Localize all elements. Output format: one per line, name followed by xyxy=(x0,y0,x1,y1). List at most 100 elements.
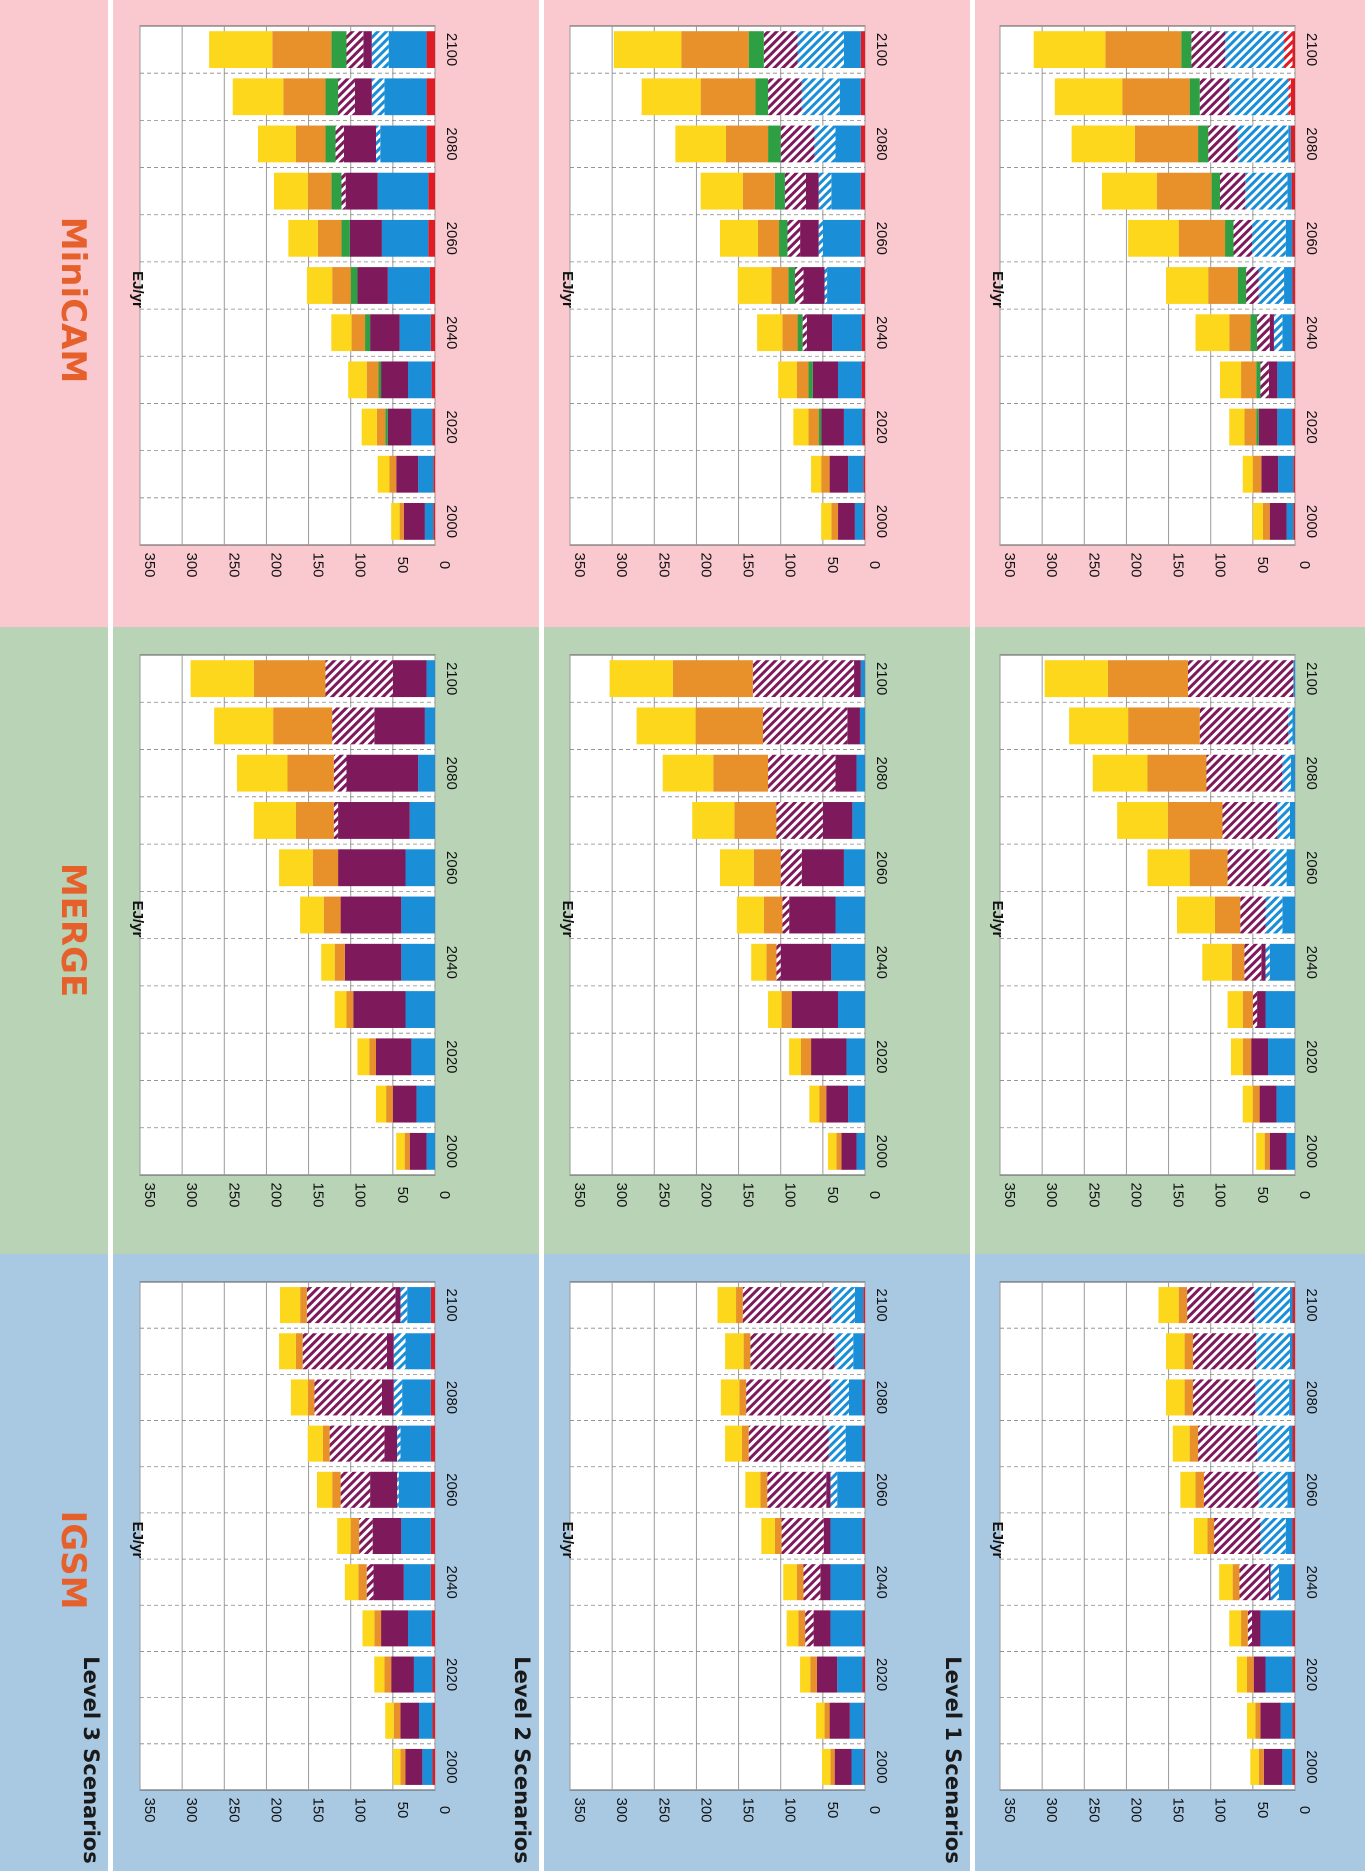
bar-segment xyxy=(401,943,435,981)
bar-segment xyxy=(847,707,860,745)
value-tick-label: 0 xyxy=(866,561,883,569)
bar-segment xyxy=(801,849,844,887)
level-label-l1: Level 1 Scenarios xyxy=(941,1656,965,1863)
bar-segment xyxy=(1244,943,1262,981)
bar-segment xyxy=(1222,802,1278,839)
value-tick-label: 0 xyxy=(1296,561,1313,569)
bar-segment xyxy=(1284,267,1293,304)
bar-segment xyxy=(1258,1471,1288,1508)
bar-segment xyxy=(1287,172,1292,210)
bar-segment xyxy=(401,1517,431,1555)
bar-segment xyxy=(1292,361,1295,399)
bar-segment xyxy=(1252,991,1258,1028)
level-divider xyxy=(539,0,544,1871)
bar-segment xyxy=(848,1085,865,1123)
bar-segment xyxy=(272,31,332,68)
bar-segment xyxy=(813,1610,831,1647)
bar-segment xyxy=(331,172,342,210)
bar-segment xyxy=(409,1132,427,1170)
bar-segment xyxy=(1260,361,1269,399)
value-tick-label: 200 xyxy=(1127,1797,1144,1822)
bar-segment xyxy=(768,991,782,1028)
bar-segment xyxy=(742,1287,832,1324)
bar-segment xyxy=(1254,1287,1290,1324)
bar-segment xyxy=(1167,802,1223,839)
bar-segment xyxy=(681,31,749,68)
category-tick-label: 2080 xyxy=(873,1381,890,1414)
bar-segment xyxy=(802,314,807,352)
bar-segment xyxy=(1232,1564,1240,1601)
bar-segment xyxy=(1242,455,1253,493)
bar-segment xyxy=(1282,314,1293,352)
bar-segment xyxy=(426,31,435,68)
bar-segment xyxy=(776,943,781,981)
bar-segment xyxy=(426,125,435,163)
bar-segment xyxy=(314,1379,382,1416)
bar-segment xyxy=(800,219,819,257)
bar-segment xyxy=(863,1287,865,1324)
bar-segment xyxy=(1265,896,1283,934)
bar-segment xyxy=(780,943,832,981)
bar-segment xyxy=(317,219,342,257)
bar-segment xyxy=(393,1333,406,1370)
bar-segment xyxy=(279,849,313,887)
bar-segment xyxy=(811,455,822,493)
bar-segment xyxy=(348,361,367,399)
bar-segment xyxy=(736,896,764,934)
bar-segment xyxy=(403,503,425,540)
bar-segment xyxy=(863,1748,865,1785)
bar-segment xyxy=(795,267,804,304)
category-tick-label: 2040 xyxy=(873,316,890,349)
value-tick-label: 350 xyxy=(571,1182,588,1207)
bar-segment xyxy=(1257,314,1270,352)
bar-segment xyxy=(1270,1564,1279,1601)
value-tick-label: 50 xyxy=(1254,1187,1271,1204)
category-tick-label: 2020 xyxy=(443,1040,460,1073)
category-tick-label: 2000 xyxy=(873,1135,890,1168)
bar-segment xyxy=(854,1287,864,1324)
bar-segment xyxy=(1158,1287,1179,1324)
bar-segment xyxy=(430,1471,435,1508)
bar-segment xyxy=(1282,754,1291,792)
bar-segment xyxy=(381,1610,409,1647)
bar-segment xyxy=(780,849,802,887)
bar-segment xyxy=(862,1425,865,1462)
bar-segment xyxy=(1269,314,1274,352)
bar-segment xyxy=(797,31,844,68)
bar-segment xyxy=(402,1379,431,1416)
bar-segment xyxy=(1231,943,1245,981)
value-tick-label: 100 xyxy=(352,1797,369,1822)
bar-segment xyxy=(853,1333,864,1370)
bar-segment xyxy=(736,1287,743,1324)
chart-igsm-1: 0 50 100 150 200 250 300 350 2000 2020 2040 2060 208… xyxy=(989,1281,1320,1823)
bar-segment xyxy=(1189,1425,1199,1462)
bar-segment xyxy=(350,267,358,304)
bar-segment xyxy=(826,1471,831,1508)
bar-segment xyxy=(830,1471,838,1508)
bar-segment xyxy=(283,78,326,116)
bar-segment xyxy=(672,660,753,698)
level-divider xyxy=(970,0,975,1871)
bar-segment xyxy=(351,314,366,352)
bar-segment xyxy=(366,1564,374,1601)
bar-segment xyxy=(392,660,427,698)
bar-segment xyxy=(1199,78,1230,116)
bar-segment xyxy=(846,1038,865,1076)
bar-segment xyxy=(325,78,339,116)
bar-segment xyxy=(827,267,861,304)
bar-segment xyxy=(363,31,372,68)
bar-segment xyxy=(810,1656,817,1693)
bar-segment xyxy=(800,1038,812,1076)
category-tick-label: 2080 xyxy=(443,127,460,160)
value-tick-label: 100 xyxy=(782,552,799,577)
category-tick-label: 2100 xyxy=(443,33,460,66)
value-tick-label: 250 xyxy=(225,1182,242,1207)
bar-segment xyxy=(1069,707,1129,745)
bar-segment xyxy=(862,1564,865,1601)
bar-segment xyxy=(1260,1610,1293,1647)
bar-segment xyxy=(849,1702,864,1739)
bar-segment xyxy=(376,1038,412,1076)
bar-segment xyxy=(1258,408,1278,446)
value-tick-label: 150 xyxy=(310,552,327,577)
value-axis-title: EJ/yr xyxy=(129,271,146,308)
